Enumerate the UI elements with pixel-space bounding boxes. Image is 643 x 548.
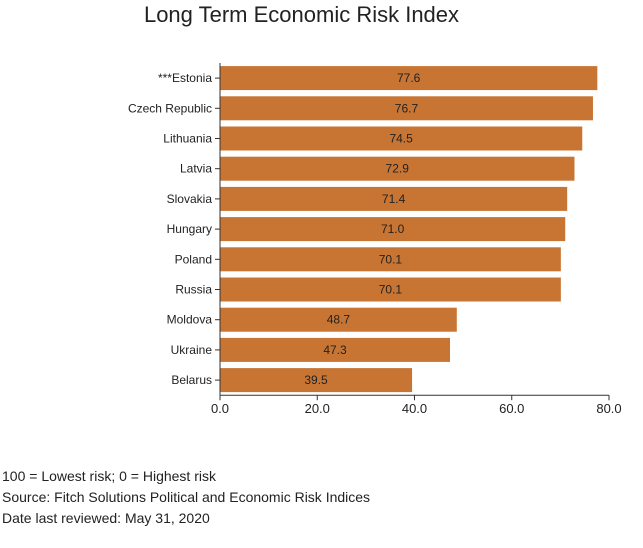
category-label: Hungary — [167, 222, 212, 236]
bar — [220, 368, 413, 393]
x-tick-label: 20.0 — [305, 401, 330, 416]
category-label: ***Estonia — [158, 71, 212, 85]
category-label: Poland — [175, 252, 212, 266]
chart-notes: 100 = Lowest risk; 0 = Highest risk Sour… — [2, 466, 370, 529]
category-label: Slovakia — [167, 192, 213, 206]
bar-value-label: 47.3 — [323, 343, 347, 357]
bar-value-label: 72.9 — [386, 162, 410, 176]
category-label: Latvia — [180, 162, 212, 176]
bar — [220, 126, 583, 151]
category-label: Moldova — [167, 313, 213, 327]
bar-chart: 77.6 ***Estonia 76.7 Czech Republic 74.5 Lith… — [128, 63, 622, 416]
bar — [220, 186, 568, 211]
category-label: Belarus — [171, 373, 212, 387]
bar — [220, 156, 575, 181]
category-label: Russia — [175, 283, 212, 297]
bar — [220, 307, 457, 332]
bar-value-label: 77.6 — [397, 71, 421, 85]
bar-value-label: 48.7 — [327, 313, 351, 327]
bar — [220, 217, 566, 242]
chart-title: Long Term Economic Risk Index — [143, 2, 460, 27]
bar — [220, 337, 450, 362]
x-tick-label: 80.0 — [596, 401, 621, 416]
bar-value-label: 71.0 — [381, 222, 405, 236]
bar-value-label: 70.1 — [379, 252, 403, 266]
category-label: Czech Republic — [128, 101, 212, 115]
source-note: Source: Fitch Solutions Political and Ec… — [2, 489, 371, 505]
bar — [220, 96, 593, 121]
reviewed-note: Date last reviewed: May 31, 2020 — [2, 510, 210, 526]
x-tick-label: 40.0 — [402, 401, 427, 416]
bar-value-label: 70.1 — [379, 283, 403, 297]
bar-value-label: 76.7 — [395, 101, 419, 115]
category-label: Lithuania — [163, 132, 212, 146]
bar — [220, 277, 561, 302]
category-label: Ukraine — [171, 343, 213, 357]
bar — [220, 247, 561, 272]
bar-value-label: 39.5 — [304, 373, 328, 387]
x-tick-label: 0.0 — [211, 401, 229, 416]
bar — [220, 66, 598, 91]
bar-value-label: 74.5 — [389, 132, 413, 146]
x-tick-label: 60.0 — [499, 401, 524, 416]
bar-value-label: 71.4 — [382, 192, 406, 206]
scale-note: 100 = Lowest risk; 0 = Highest risk — [2, 468, 216, 484]
